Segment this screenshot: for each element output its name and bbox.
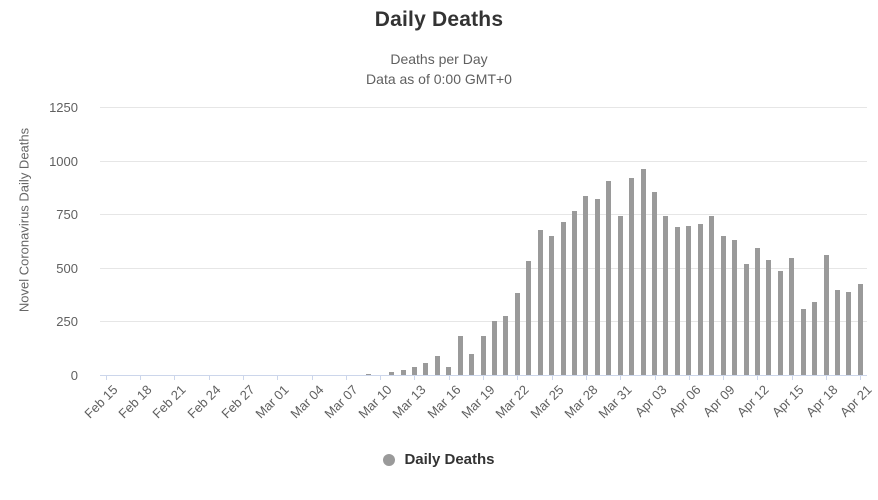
y-axis-tick-label: 1250 (49, 100, 78, 115)
bar[interactable] (812, 301, 818, 375)
chart-subtitle-line1: Deaths per Day (390, 51, 488, 67)
bar[interactable] (617, 215, 623, 375)
bar[interactable] (411, 366, 417, 375)
bar[interactable] (572, 210, 577, 375)
chart-title: Daily Deaths (374, 8, 504, 31)
bar[interactable] (709, 216, 715, 375)
chart-subtitle-line2: Data as of 0:00 GMT+0 (366, 71, 512, 87)
chart-subtitle: Deaths per Day Data as of 0:00 GMT+0 (0, 49, 878, 89)
bar[interactable] (754, 248, 760, 375)
x-axis-tick (174, 376, 176, 380)
bar[interactable] (652, 192, 657, 375)
x-axis-tick (311, 376, 313, 380)
y-axis-tick-label: 750 (56, 207, 78, 223)
bar[interactable] (549, 236, 555, 375)
bar[interactable] (686, 225, 692, 375)
bar[interactable] (777, 270, 783, 375)
gridline (100, 214, 867, 216)
bar[interactable] (423, 363, 429, 375)
x-axis-tick (791, 376, 793, 380)
x-axis-tick (277, 376, 279, 380)
x-axis-tick (517, 376, 519, 380)
x-axis-tick (551, 376, 553, 380)
gridline (100, 321, 867, 323)
bar[interactable] (743, 264, 749, 375)
bar[interactable] (834, 289, 840, 375)
legend-label: Daily Deaths (404, 451, 495, 468)
x-axis-tick (483, 376, 484, 380)
bar[interactable] (720, 236, 726, 375)
y-axis-tick-label: 250 (56, 314, 78, 330)
x-axis-tick (620, 376, 622, 380)
bar[interactable] (480, 335, 486, 375)
y-axis-tick-label: 500 (56, 260, 78, 276)
legend-item-daily-deaths[interactable]: Daily Deaths (0, 451, 878, 468)
bar[interactable] (594, 199, 600, 375)
x-axis-line (100, 375, 867, 376)
y-axis-tick-label: 0 (70, 368, 78, 383)
bar[interactable] (503, 316, 509, 375)
bar[interactable] (789, 258, 795, 375)
bar[interactable] (514, 292, 520, 375)
x-axis-tick (757, 376, 759, 380)
x-axis-tick (448, 376, 450, 380)
bar[interactable] (857, 284, 863, 375)
gridline (100, 160, 867, 162)
x-axis-tick (688, 376, 690, 380)
bar[interactable] (846, 292, 852, 375)
x-axis-tick (654, 376, 656, 380)
x-axis-tick (380, 376, 382, 380)
gridline (100, 107, 867, 108)
bar[interactable] (526, 260, 532, 375)
bar[interactable] (823, 255, 829, 375)
x-axis-tick (723, 376, 725, 380)
bar[interactable] (629, 178, 635, 375)
bar[interactable] (469, 354, 475, 375)
bar[interactable] (537, 230, 543, 375)
bar[interactable] (457, 335, 463, 375)
bar[interactable] (766, 259, 772, 375)
x-axis-tick (860, 376, 862, 380)
x-axis-tick (585, 376, 587, 380)
bar[interactable] (400, 369, 406, 375)
bar[interactable] (491, 321, 497, 375)
bar[interactable] (640, 169, 646, 375)
x-axis-tick (345, 376, 347, 380)
bar[interactable] (674, 226, 680, 375)
bar[interactable] (732, 240, 737, 375)
x-axis-tick (105, 376, 107, 380)
bar[interactable] (560, 221, 566, 375)
bar[interactable] (389, 372, 394, 375)
x-axis-tick (140, 376, 141, 380)
bar[interactable] (434, 355, 440, 375)
x-axis-tick (242, 376, 244, 380)
gridline (100, 267, 867, 269)
bar[interactable] (606, 180, 612, 375)
x-axis-tick (826, 376, 827, 380)
bar[interactable] (800, 309, 806, 375)
bar[interactable] (697, 224, 703, 375)
bar[interactable] (446, 367, 452, 375)
bar[interactable] (583, 195, 589, 375)
x-axis-tick (208, 376, 210, 380)
legend-marker-icon (383, 453, 396, 466)
bar[interactable] (663, 216, 669, 375)
bar[interactable] (366, 373, 372, 375)
y-axis-tick-label: 1000 (49, 153, 78, 169)
x-axis-tick (414, 376, 416, 380)
